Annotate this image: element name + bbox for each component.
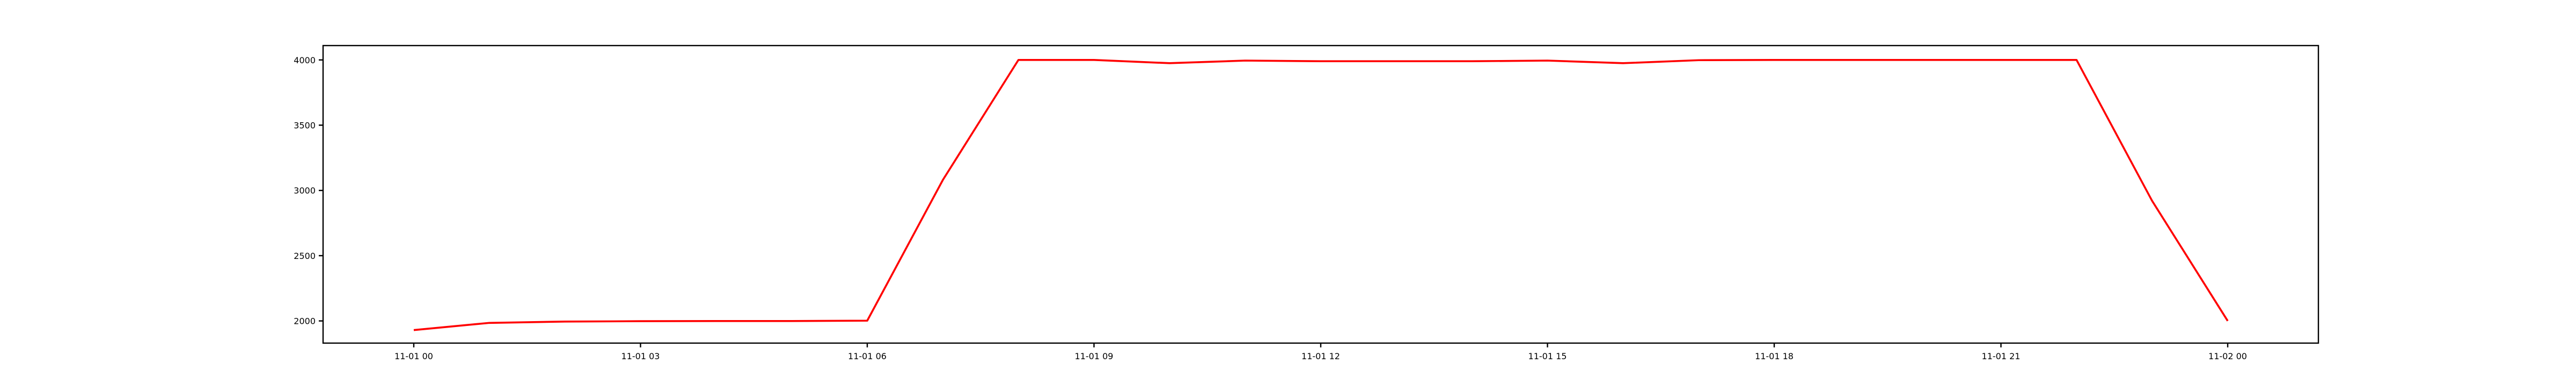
series-line-0 <box>413 58 2229 331</box>
x-tick-label: 11-01 12 <box>1301 351 1340 361</box>
x-tick-label: 11-01 09 <box>1075 351 1114 361</box>
x-tick-label: 11-02 00 <box>2208 351 2247 361</box>
x-axis: 11-01 00 11-01 03 11-01 06 11-01 09 11-01 12… <box>394 343 2247 361</box>
x-tick-label: 11-01 21 <box>1982 351 2021 361</box>
x-tick-label: 11-01 15 <box>1528 351 1567 361</box>
y-tick-label: 2500 <box>294 251 316 261</box>
y-tick-label: 3500 <box>294 120 316 130</box>
x-tick-label: 11-01 06 <box>848 351 887 361</box>
series-group <box>413 58 2229 331</box>
y-tick-label: 3000 <box>294 185 316 196</box>
y-tick-label: 4000 <box>294 55 316 65</box>
x-tick-label: 11-01 00 <box>394 351 433 361</box>
x-tick-label: 11-01 18 <box>1755 351 1794 361</box>
y-axis: 2000 2500 3000 3500 4000 <box>294 55 323 326</box>
y-tick-label: 2000 <box>294 316 316 326</box>
x-tick-label: 11-01 03 <box>621 351 660 361</box>
